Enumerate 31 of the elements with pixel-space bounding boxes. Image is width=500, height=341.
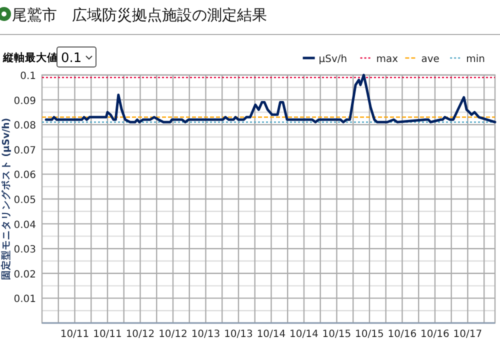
y-tick-label: 0.07 [14,145,36,156]
y-tick-label: 0.02 [14,269,36,280]
x-tick-label: 10/13 [224,329,253,340]
y-tick-label: 0.09 [14,96,36,107]
x-tick-label: 10/16 [420,329,450,340]
dropdown: 0.1 [56,46,96,68]
x-tick-label: 10/11 [60,329,90,340]
legend-label: min [466,54,485,65]
y-tick-label: 0.05 [14,195,36,206]
text: 縦軸最大値 [2,51,58,64]
x-tick-label: 10/14 [290,329,318,340]
legend-label: μSv/h [318,54,348,65]
chart-title: 尾鷲市 広域防災拠点施設の測定結果 [12,6,267,24]
x-tick-label: 10/16 [388,329,417,340]
x-tick-label: 10/12 [126,329,155,340]
x-tick-label: 10/15 [355,329,384,340]
x-tick-label: 10/14 [256,329,286,340]
y-tick-label: 0.08 [14,120,36,132]
y-tick-label: 0.01 [14,294,36,306]
x-tick-label: 10/15 [322,329,352,340]
y-tick-label: 0.06 [14,170,36,182]
x-tick-label: 10/17 [453,329,482,340]
legend-label: max [376,54,398,65]
y-tick-label: 0.03 [14,244,36,256]
x-tick-label: 10/13 [191,329,220,340]
y-tick-label: 0.04 [14,220,36,231]
y-axis-title: 固定型モニタリングポスト (μSv/h) [0,118,12,280]
x-tick-label: 10/12 [158,329,188,340]
x-tick-label: 10/11 [93,329,122,340]
y-tick-label: 0.1 [20,71,36,82]
legend-label: ave [421,54,440,65]
